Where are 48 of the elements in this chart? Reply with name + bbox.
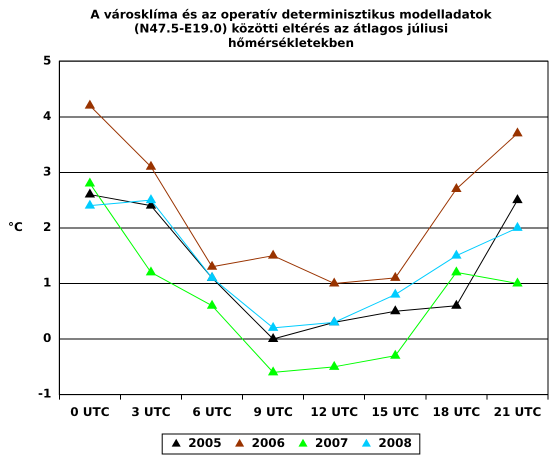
point bbox=[452, 300, 462, 309]
x-tick-label: 18 UTC bbox=[432, 404, 480, 419]
point bbox=[85, 178, 95, 186]
x-tick-label: 12 UTC bbox=[310, 404, 358, 419]
point bbox=[452, 266, 462, 276]
point bbox=[452, 250, 462, 259]
point bbox=[146, 194, 156, 204]
point bbox=[329, 278, 340, 286]
x-tick-label: 9 UTC bbox=[253, 404, 293, 419]
y-axis-title: °C bbox=[8, 220, 23, 234]
point bbox=[268, 334, 278, 342]
y-tick-label: 5 bbox=[42, 53, 52, 68]
point bbox=[85, 100, 95, 109]
point bbox=[512, 278, 522, 286]
legend-label: 2006 bbox=[252, 436, 286, 450]
point bbox=[512, 194, 522, 204]
point bbox=[390, 289, 400, 298]
point bbox=[390, 306, 400, 314]
x-tick-label: 21 UTC bbox=[494, 404, 542, 419]
point bbox=[329, 361, 340, 370]
point bbox=[512, 128, 522, 136]
y-tick-label: 1 bbox=[42, 276, 52, 290]
point bbox=[85, 189, 95, 198]
point bbox=[207, 261, 217, 270]
point bbox=[452, 184, 462, 192]
point bbox=[390, 350, 400, 359]
point bbox=[268, 366, 278, 376]
y-tick-label: 3 bbox=[42, 164, 52, 178]
point bbox=[85, 200, 95, 209]
y-tick-label: 4 bbox=[42, 108, 52, 123]
point bbox=[146, 161, 156, 170]
point bbox=[390, 272, 400, 281]
legend-label: 2008 bbox=[378, 436, 412, 450]
point bbox=[512, 222, 522, 231]
x-tick-label: 3 UTC bbox=[131, 404, 171, 419]
x-tick-label: 6 UTC bbox=[192, 404, 232, 419]
legend-label: 2007 bbox=[315, 436, 348, 450]
y-tick-label: 2 bbox=[42, 220, 52, 234]
point bbox=[268, 322, 278, 331]
point bbox=[146, 266, 156, 276]
point bbox=[207, 300, 217, 309]
y-tick-label: 0 bbox=[42, 331, 52, 346]
legend-label: 2005 bbox=[188, 436, 222, 450]
point bbox=[268, 250, 278, 259]
y-tick-label: -1 bbox=[38, 386, 52, 401]
x-tick-label: 0 UTC bbox=[70, 404, 110, 419]
chart-title: A városklíma és az operatív determinisztikus modelladatok (N47.5-E19.0) közötti eltérés az átlagos júliusi hőmérsékletekben bbox=[90, 7, 493, 50]
x-tick-label: 15 UTC bbox=[371, 404, 420, 419]
